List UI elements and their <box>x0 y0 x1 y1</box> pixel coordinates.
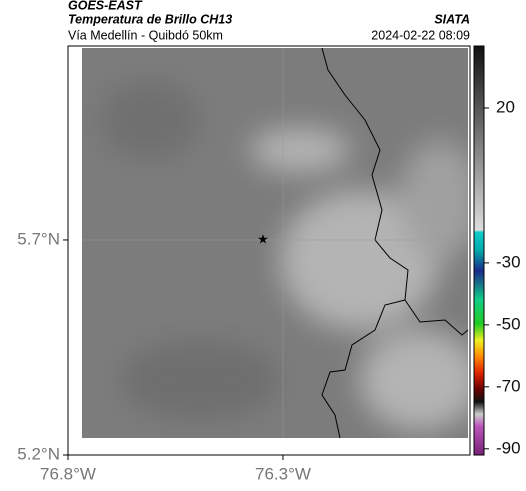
region: Vía Medellín - Quibdó 50km <box>68 28 223 42</box>
product: Temperatura de Brillo CH13 <box>68 12 232 26</box>
y-tick-label: 5.2°N <box>17 444 60 463</box>
colorbar-tick-label: -30 <box>496 252 521 271</box>
source: GOES-EAST <box>68 0 143 12</box>
imagery <box>82 48 468 438</box>
colorbar-tick-label: 20 <box>496 97 515 116</box>
x-tick-label: 76.3°W <box>255 464 311 483</box>
y-tick-label: 5.7°N <box>17 229 60 248</box>
colorbar-tick-label: -90 <box>496 438 521 457</box>
ticks: 76.8°W 76.3°W 5.2°N 5.7°N 20 -30 -50 -70 -90 <box>17 97 520 483</box>
x-tick-label: 76.8°W <box>40 464 96 483</box>
agency: SIATA <box>434 12 470 26</box>
colorbar <box>473 45 485 456</box>
colorbar-tick-label: -70 <box>496 376 521 395</box>
datetime: 2024-02-22 08:09 <box>371 28 470 42</box>
location-marker: ★ <box>257 231 269 246</box>
colorbar-tick-label: -50 <box>496 314 521 333</box>
